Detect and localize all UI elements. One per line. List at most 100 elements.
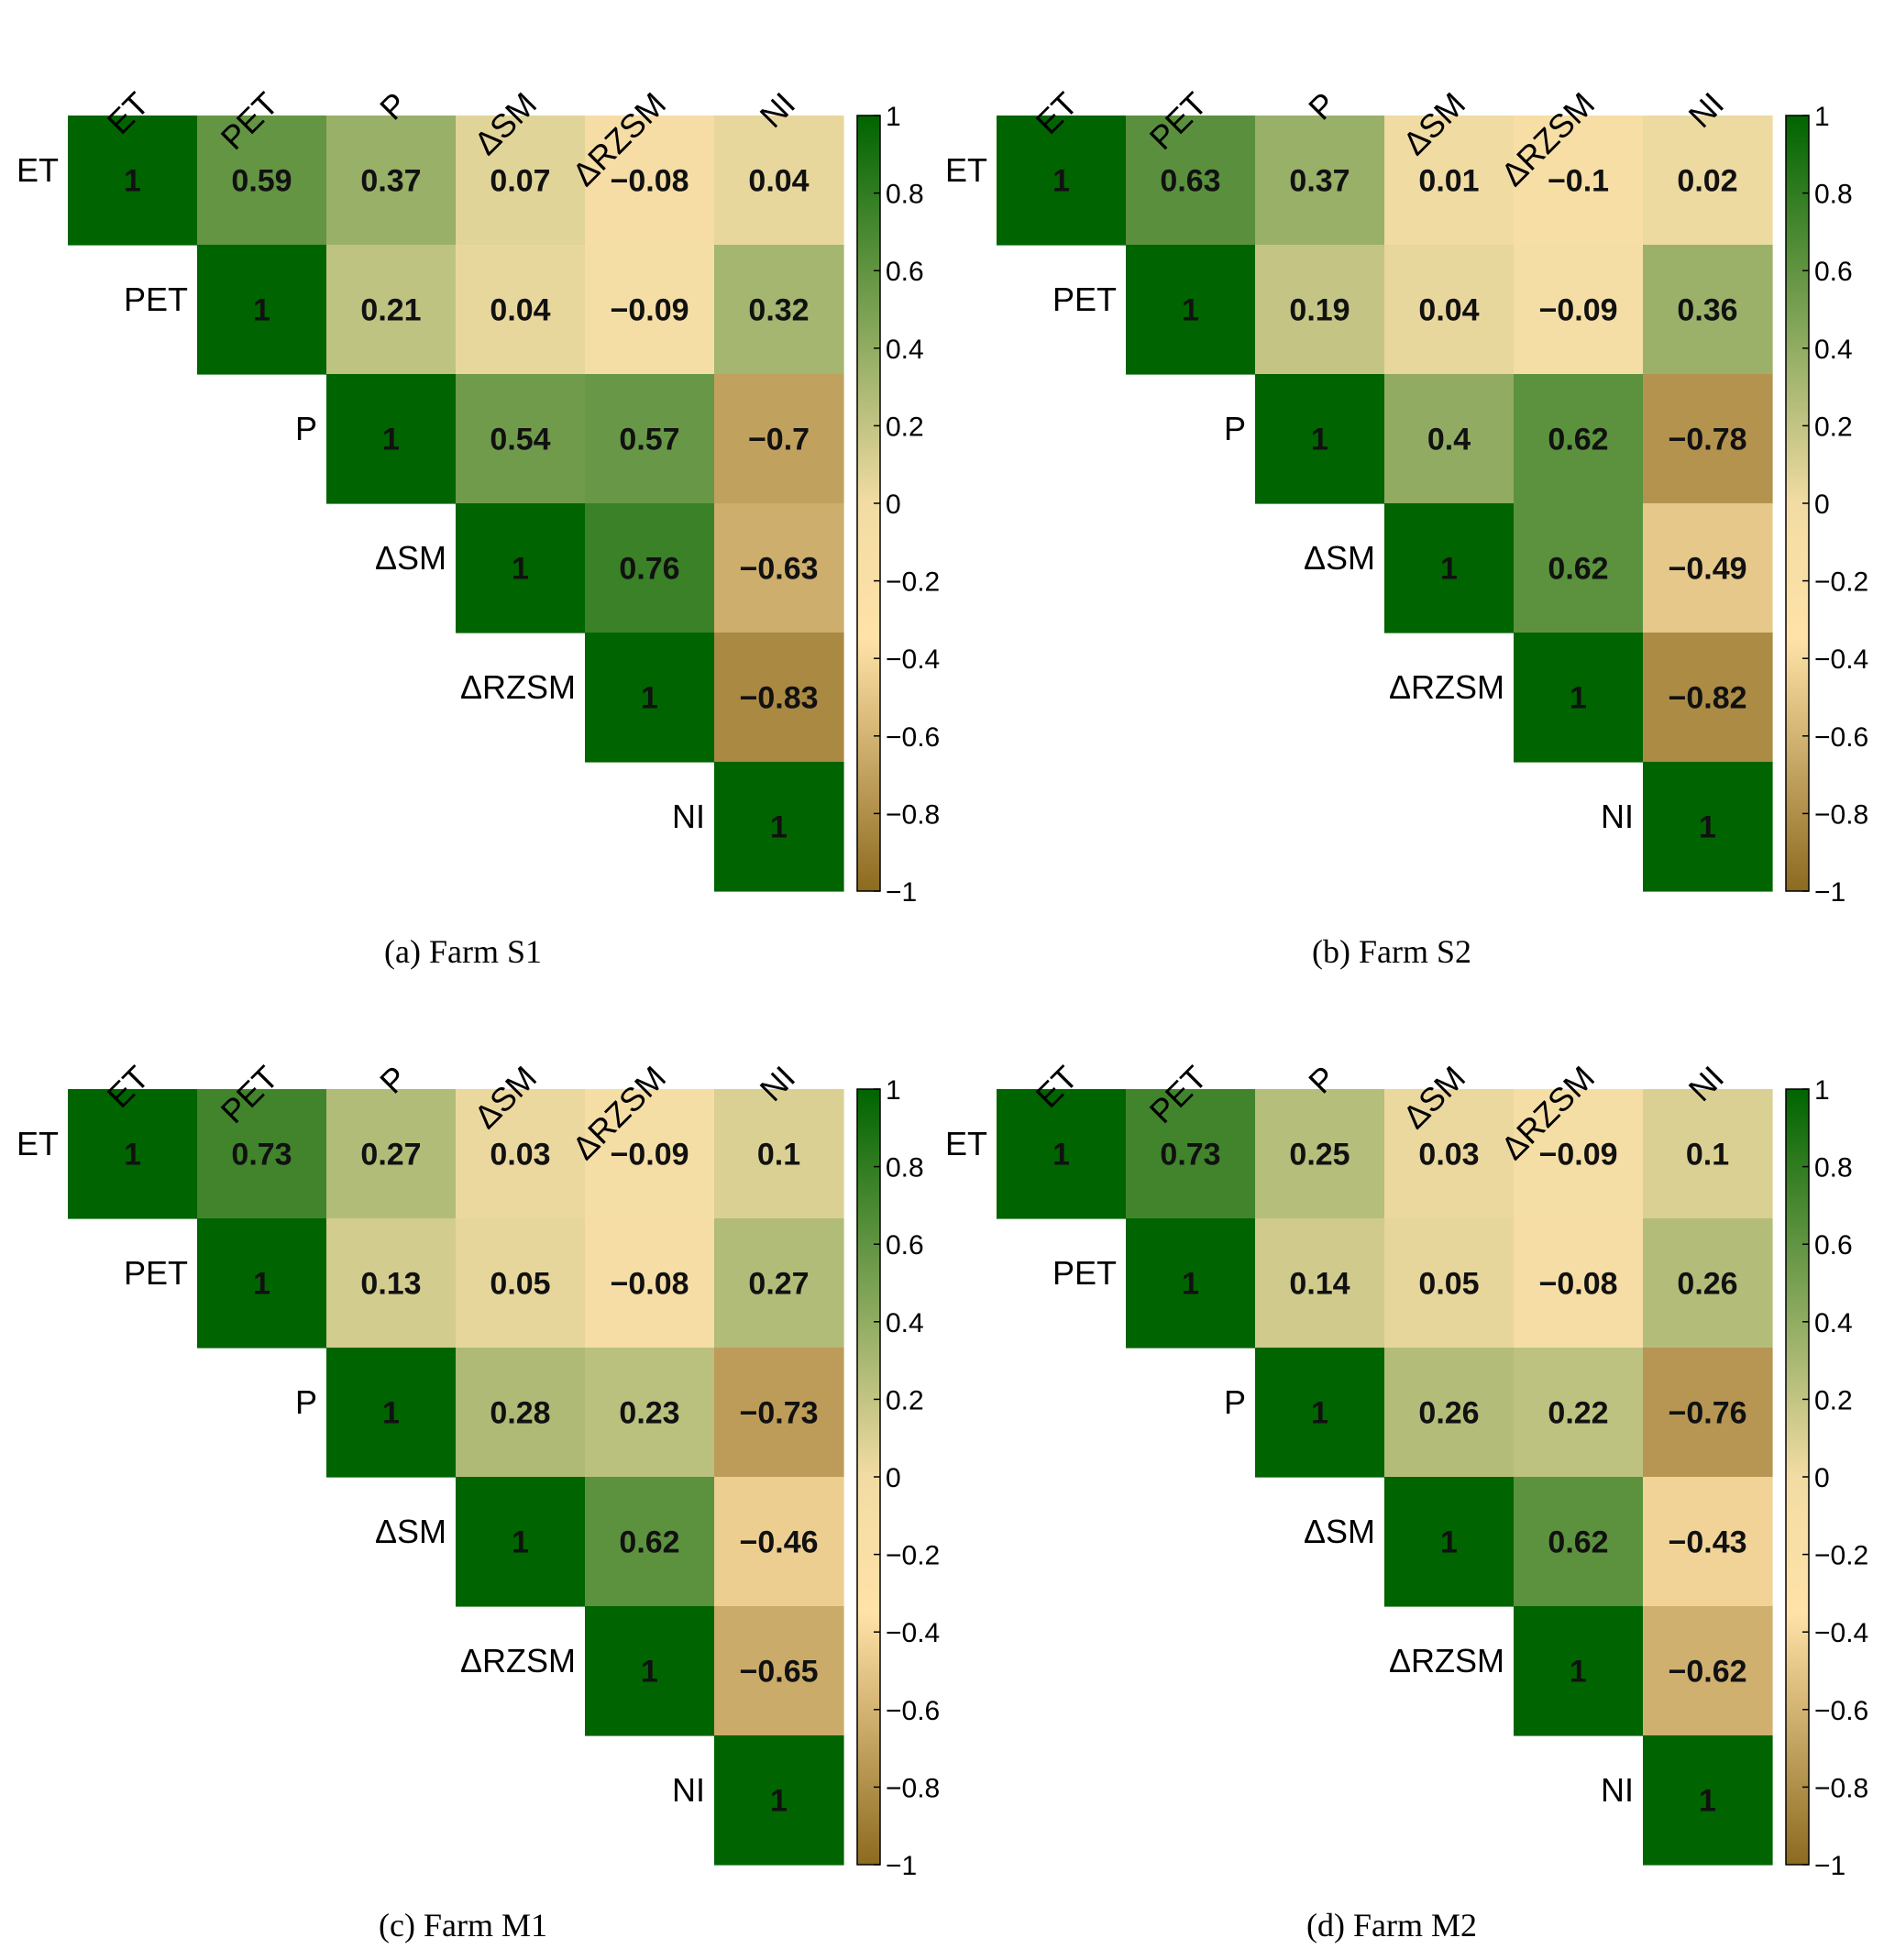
heatmap-panel-1: 1 0.59 0.37 0.07 −0.08 0.041 0.21 0.04 −0.09 0.32… — [17, 85, 940, 970]
heatmap-cell — [1384, 116, 1515, 246]
cell-value-label: 0.04 — [490, 293, 550, 328]
cell-value-label: 1 — [382, 1396, 400, 1431]
heatmap-cell — [1255, 1348, 1385, 1478]
heatmap-cell — [456, 116, 586, 246]
cell-value-label: 0.26 — [1677, 1267, 1737, 1302]
heatmap-cell — [714, 1218, 844, 1349]
cell-value-label: −0.46 — [739, 1525, 818, 1560]
cell-value-label: 1 — [641, 1655, 658, 1690]
row-label: ΔRZSM — [1389, 1642, 1504, 1679]
cell-value-label: 0.36 — [1677, 293, 1737, 328]
cell-value-label: 1 — [382, 423, 400, 457]
heatmap-cell — [585, 116, 715, 246]
colorbar-tick-label: −0.6 — [886, 722, 940, 753]
cell-value-label: 0.04 — [748, 164, 809, 199]
cell-value-label: 1 — [1570, 681, 1587, 716]
heatmap-cell — [326, 245, 457, 375]
cell-value-label: 0.26 — [1418, 1396, 1479, 1431]
colorbar-tick-label: 0.8 — [1814, 180, 1853, 210]
heatmap-cell — [1255, 1218, 1385, 1349]
cell-value-label: −0.83 — [739, 681, 818, 716]
heatmap-cell — [1514, 245, 1644, 375]
heatmap-cell — [1643, 1218, 1773, 1349]
cell-value-label: 1 — [1052, 164, 1070, 199]
colorbar-tick-label: 1 — [1814, 1075, 1830, 1106]
cell-value-label: 0.28 — [490, 1396, 550, 1431]
heatmap-cell — [1255, 374, 1385, 504]
cell-value-label: −0.82 — [1668, 681, 1746, 716]
colorbar-tick-label: 0 — [886, 490, 901, 520]
cell-value-label: 0.62 — [1548, 1525, 1608, 1560]
heatmap-cell — [714, 1735, 844, 1866]
cell-value-label: 0.54 — [490, 423, 550, 457]
cell-value-label: −0.09 — [610, 1138, 689, 1173]
heatmap-cell — [585, 503, 715, 633]
colorbar-tick-label: 1 — [1814, 102, 1830, 132]
cell-value-label: 1 — [1570, 1655, 1587, 1690]
row-label: NI — [672, 798, 705, 835]
cell-value-label: 0.04 — [1418, 293, 1479, 328]
row-label: ΔRZSM — [460, 1642, 576, 1679]
heatmap-cell — [326, 1089, 457, 1219]
colorbar-tick-label: −0.6 — [1814, 722, 1868, 753]
heatmap-cell — [68, 1089, 198, 1219]
cell-value-label: 1 — [253, 293, 270, 328]
cell-value-label: 0.23 — [619, 1396, 679, 1431]
cell-value-label: 0.37 — [360, 164, 421, 199]
heatmap-cell — [585, 1606, 715, 1736]
heatmap-cell — [1126, 1218, 1256, 1349]
heatmap-cell — [1514, 1606, 1644, 1736]
heatmap-cell — [1384, 503, 1515, 633]
panel-caption: (a) Farm S1 — [384, 933, 542, 970]
heatmap-cell — [714, 1089, 844, 1219]
heatmap-cell — [585, 1089, 715, 1219]
colorbar-tick-label: −0.4 — [1814, 1618, 1868, 1648]
heatmap-cell — [1255, 116, 1385, 246]
cell-value-label: 1 — [1311, 1396, 1328, 1431]
colorbar-tick-label: 1 — [886, 1075, 901, 1106]
cell-value-label: 0.62 — [1548, 423, 1608, 457]
heatmap-cell — [1384, 1477, 1515, 1607]
colorbar-tick-label: 0.6 — [886, 1230, 924, 1261]
cell-value-label: 0.13 — [360, 1267, 421, 1302]
cell-value-label: 0.63 — [1160, 164, 1220, 199]
heatmap-cell — [1643, 1089, 1773, 1219]
cell-value-label: 0.19 — [1289, 293, 1350, 328]
heatmap-cell — [1126, 1089, 1256, 1219]
cell-value-label: 0.62 — [619, 1525, 679, 1560]
heatmap-cell — [714, 116, 844, 246]
colorbar-tick-label: −0.6 — [1814, 1696, 1868, 1726]
colorbar-tick-label: 0.8 — [886, 1153, 924, 1184]
cell-value-label: 0.27 — [748, 1267, 809, 1302]
heatmap-cell — [1384, 245, 1515, 375]
cell-value-label: 0.27 — [360, 1138, 421, 1173]
heatmap-cell — [1643, 1735, 1773, 1866]
heatmap-panel-3: 1 0.73 0.27 0.03 −0.09 0.1 1 0.13 0.05 −0.08 0.27 1… — [17, 1059, 940, 1943]
cell-value-label: −0.43 — [1668, 1525, 1746, 1560]
colorbar-tick-label: 0.2 — [1814, 412, 1853, 442]
colorbar-tick-label: −0.8 — [886, 1773, 940, 1803]
heatmap-cell — [714, 633, 844, 763]
colorbar-tick-label: 0.2 — [1814, 1385, 1853, 1415]
cell-value-label: 1 — [512, 552, 529, 587]
cell-value-label: −0.08 — [1538, 1267, 1617, 1302]
heatmap-cell — [197, 1218, 327, 1349]
heatmap-cell — [1643, 374, 1773, 504]
heatmap-cell — [326, 1348, 457, 1478]
heatmap-cell — [1514, 1477, 1644, 1607]
heatmap-cell — [1384, 374, 1515, 504]
cell-value-label: 0.03 — [490, 1138, 550, 1173]
row-label: ΔSM — [1304, 1513, 1375, 1550]
cell-value-label: 1 — [641, 681, 658, 716]
heatmap-cell — [1643, 1606, 1773, 1736]
cell-value-label: 0.59 — [231, 164, 292, 199]
cell-value-label: 1 — [124, 164, 141, 199]
row-label: PET — [1052, 1254, 1117, 1292]
heatmap-cell — [1643, 1348, 1773, 1478]
heatmap-cell — [456, 1089, 586, 1219]
heatmap-cell — [714, 762, 844, 892]
panel-caption: (b) Farm S2 — [1312, 933, 1471, 970]
heatmap-cell — [456, 1348, 586, 1478]
heatmap-cell — [197, 116, 327, 246]
cell-value-label: −0.65 — [739, 1655, 818, 1690]
